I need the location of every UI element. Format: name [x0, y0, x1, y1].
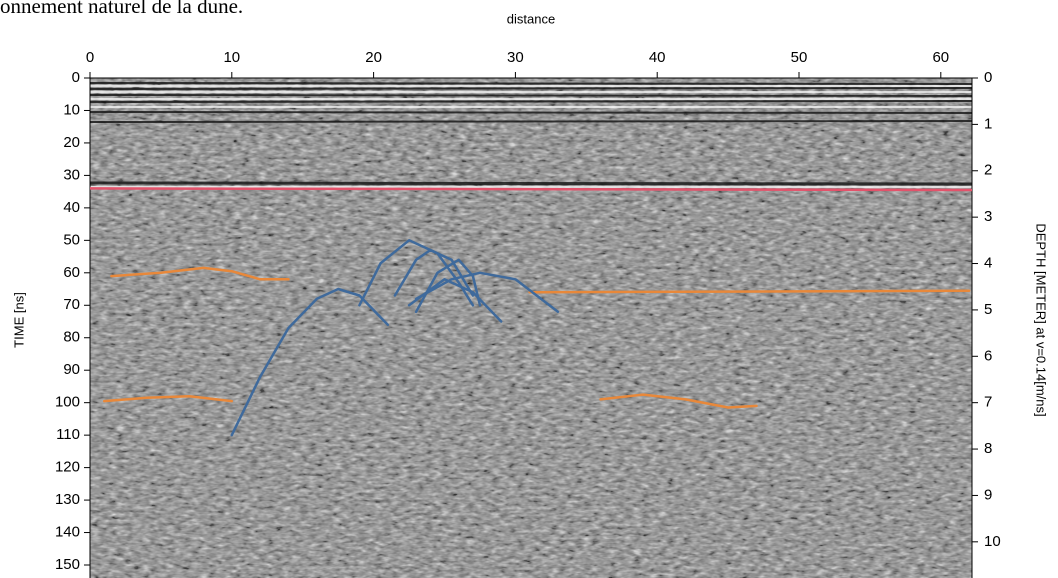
y-tick-label: 30: [63, 166, 80, 183]
interpretation-line: [414, 271, 560, 314]
y-tick-label: 140: [55, 524, 80, 541]
y2-tick-label: 1: [984, 115, 992, 132]
y2-tick-label: 3: [984, 208, 992, 225]
y-tick-label: 20: [63, 134, 80, 151]
interpretation-line: [407, 278, 503, 323]
y-tick-label: 130: [55, 491, 80, 508]
x-tick-label: 60: [932, 49, 949, 66]
x-tick-label: 40: [649, 49, 666, 66]
y-tick-label: 110: [56, 426, 80, 443]
x-tick-label: 30: [507, 49, 524, 66]
y2-tick-label: 7: [984, 394, 992, 411]
y-axis-label: TIME [ns]: [11, 292, 26, 348]
y2-axis-label: DEPTH [METER] at v=0.14[m/ns]: [1034, 223, 1049, 416]
interpretation-line: [528, 289, 971, 294]
radargram: [90, 78, 972, 578]
y2-tick-label: 10: [984, 533, 1001, 550]
y2-tick-label: 5: [984, 301, 992, 318]
y-tick-label: 80: [63, 329, 80, 346]
y-tick-label: 40: [63, 199, 80, 216]
y-tick-label: 150: [55, 556, 80, 573]
interpretation-line: [90, 187, 972, 192]
interpretation-line: [102, 394, 234, 403]
x-tick-label: 0: [86, 49, 94, 66]
y2-tick-label: 4: [984, 254, 992, 271]
y2-tick-label: 9: [984, 486, 992, 503]
y2-tick-label: 6: [984, 347, 992, 364]
y-tick-label: 90: [63, 361, 80, 378]
interpretation-line: [393, 248, 475, 297]
interpretation-line: [230, 287, 390, 437]
y-tick-label: 120: [55, 459, 80, 476]
caption: onnement naturel de la dune.: [0, 0, 243, 18]
y2-tick-label: 0: [984, 69, 992, 86]
y-tick-label: 0: [72, 69, 80, 86]
y-tick-label: 10: [63, 101, 80, 118]
interpretation-line: [599, 393, 758, 409]
y-tick-label: 100: [55, 394, 80, 411]
y2-tick-label: 2: [984, 162, 992, 179]
interpretation-line: [414, 258, 482, 314]
x-axis-label: distance: [507, 11, 555, 26]
x-tick-label: 50: [791, 49, 808, 66]
interpretation-line: [110, 266, 290, 281]
x-tick-label: 20: [365, 49, 382, 66]
y-tick-label: 50: [63, 231, 80, 248]
y-tick-label: 70: [63, 296, 80, 313]
x-tick-label: 10: [223, 49, 240, 66]
y2-tick-label: 8: [984, 440, 992, 457]
y-tick-label: 60: [63, 264, 80, 281]
